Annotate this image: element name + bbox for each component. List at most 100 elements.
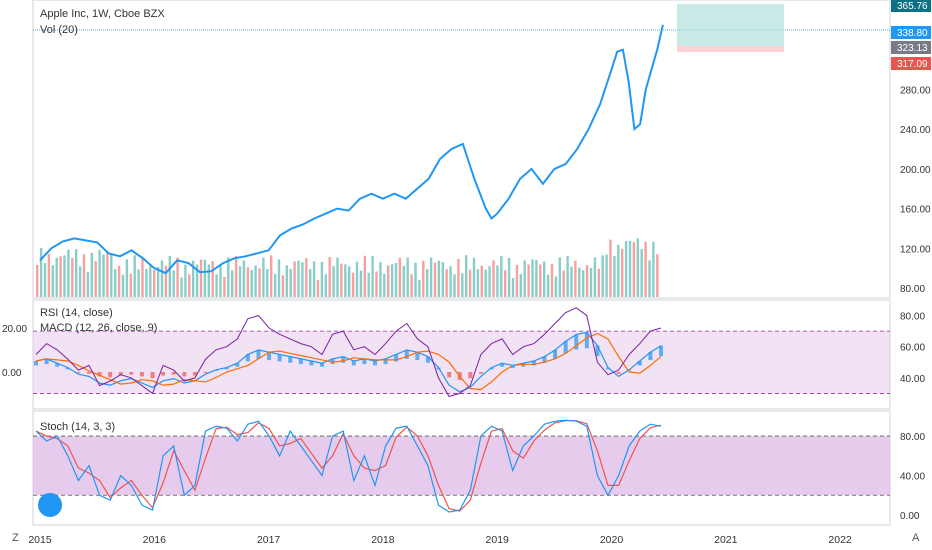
volume-bar [90,253,93,297]
volume-bar [437,260,441,297]
volume-bar [145,268,148,297]
volume-bar [180,277,183,297]
volume-bar [617,244,620,297]
macd-histogram-bar [44,358,49,365]
macd-histogram-bar [531,361,536,366]
volume-bar [184,264,187,297]
volume-bar [262,257,265,297]
macd-histogram-bar [277,354,282,362]
volume-bar [82,254,86,297]
volume-bar [238,266,242,297]
volume-bar [566,255,569,297]
volume-bar [531,259,534,297]
volume-bar [98,249,101,297]
volume-bar [433,262,437,297]
price-tick-label: 200.00 [900,165,931,176]
volume-bar [359,270,363,297]
macd-histogram-bar [298,358,303,365]
macd-histogram-bar [616,372,621,374]
volume-bar [601,255,604,297]
macd-histogram-bar [65,367,70,370]
volume-bar [500,255,503,297]
volume-bar [519,274,522,297]
macd-histogram-bar [203,372,208,373]
volume-bar [578,267,581,297]
volume-bar [355,261,359,297]
volume-bar [254,265,257,297]
volume-bar [211,261,214,297]
stoch-d-line [35,420,662,512]
tradingview-logo-icon[interactable] [38,493,62,517]
rsi-panel [33,307,890,398]
rsi-tick-label: 40.00 [900,374,925,385]
volume-bar [67,249,70,297]
volume-bar [156,266,160,297]
volume-bar [632,242,636,297]
volume-bar [207,264,210,297]
macd-histogram-bar [362,358,367,365]
volume-bar [543,261,546,297]
volume-bar [570,266,573,297]
volume-bar [621,248,624,297]
zoom-corner-label[interactable]: Z [12,532,19,544]
volume-bar [277,259,281,297]
macd-histogram-bar [659,345,663,357]
macd-histogram-bar [86,372,91,374]
macd-histogram-bar [404,350,409,359]
volume-bar [266,269,269,297]
volume-bar [468,269,472,297]
volume-bar [546,274,550,297]
macd-histogram-bar [76,372,81,373]
auto-scale-label[interactable]: A [912,532,920,544]
price-tick-label: 80.00 [900,284,925,295]
volume-bar [141,257,144,297]
macd-histogram-bar [447,372,452,378]
price-badge [891,57,931,70]
volume-bar [496,265,499,297]
macd-histogram-bar [606,367,611,370]
x-tick-label: 2021 [714,534,738,546]
price-badges: 365.76 338.80 323.13 317.09 [891,0,931,70]
volume-bar [129,273,132,297]
macd-histogram-bar [256,350,261,359]
volume-bar [102,254,105,297]
macd-histogram-bar [118,372,123,376]
x-tick-label: 2019 [486,534,510,546]
volume-bar [441,262,444,297]
volume-bar [36,265,39,297]
volume-bar [223,276,226,297]
volume-bar [449,266,452,297]
volume-bar [476,269,480,297]
macd-histogram-bar [648,352,653,361]
volume-bar [488,266,491,297]
volume-bar [328,256,331,297]
macd-signal-line [35,332,662,391]
volume-bar [429,257,433,297]
macd-histogram-bar [192,372,197,376]
volume-bar [492,260,495,297]
x-tick-label: 2015 [28,534,52,546]
volume-bar [426,269,429,297]
macd-histogram-bar [235,363,240,367]
macd-histogram-bar [383,358,388,365]
volume-bar [258,268,261,297]
volume-bar [215,274,218,297]
stoch-k-line [35,419,662,513]
volume-bar [461,273,464,297]
chart-title: Apple Inc, 1W, Cboe BZX [40,8,165,20]
macd-histogram-bar [478,372,483,374]
volume-bar [402,265,405,297]
volume-bar [344,264,347,297]
macd-histogram-bar [320,363,325,367]
volume-bar [160,260,164,297]
volume-bar [281,275,285,297]
volume-bar [652,241,655,297]
volume-bar [192,260,195,297]
volume-bar [383,273,386,297]
volume-bar [636,238,639,297]
volume-bar [398,257,402,297]
volume-bar [273,274,277,297]
volume-bar [324,274,327,297]
volume-bar [125,259,129,297]
